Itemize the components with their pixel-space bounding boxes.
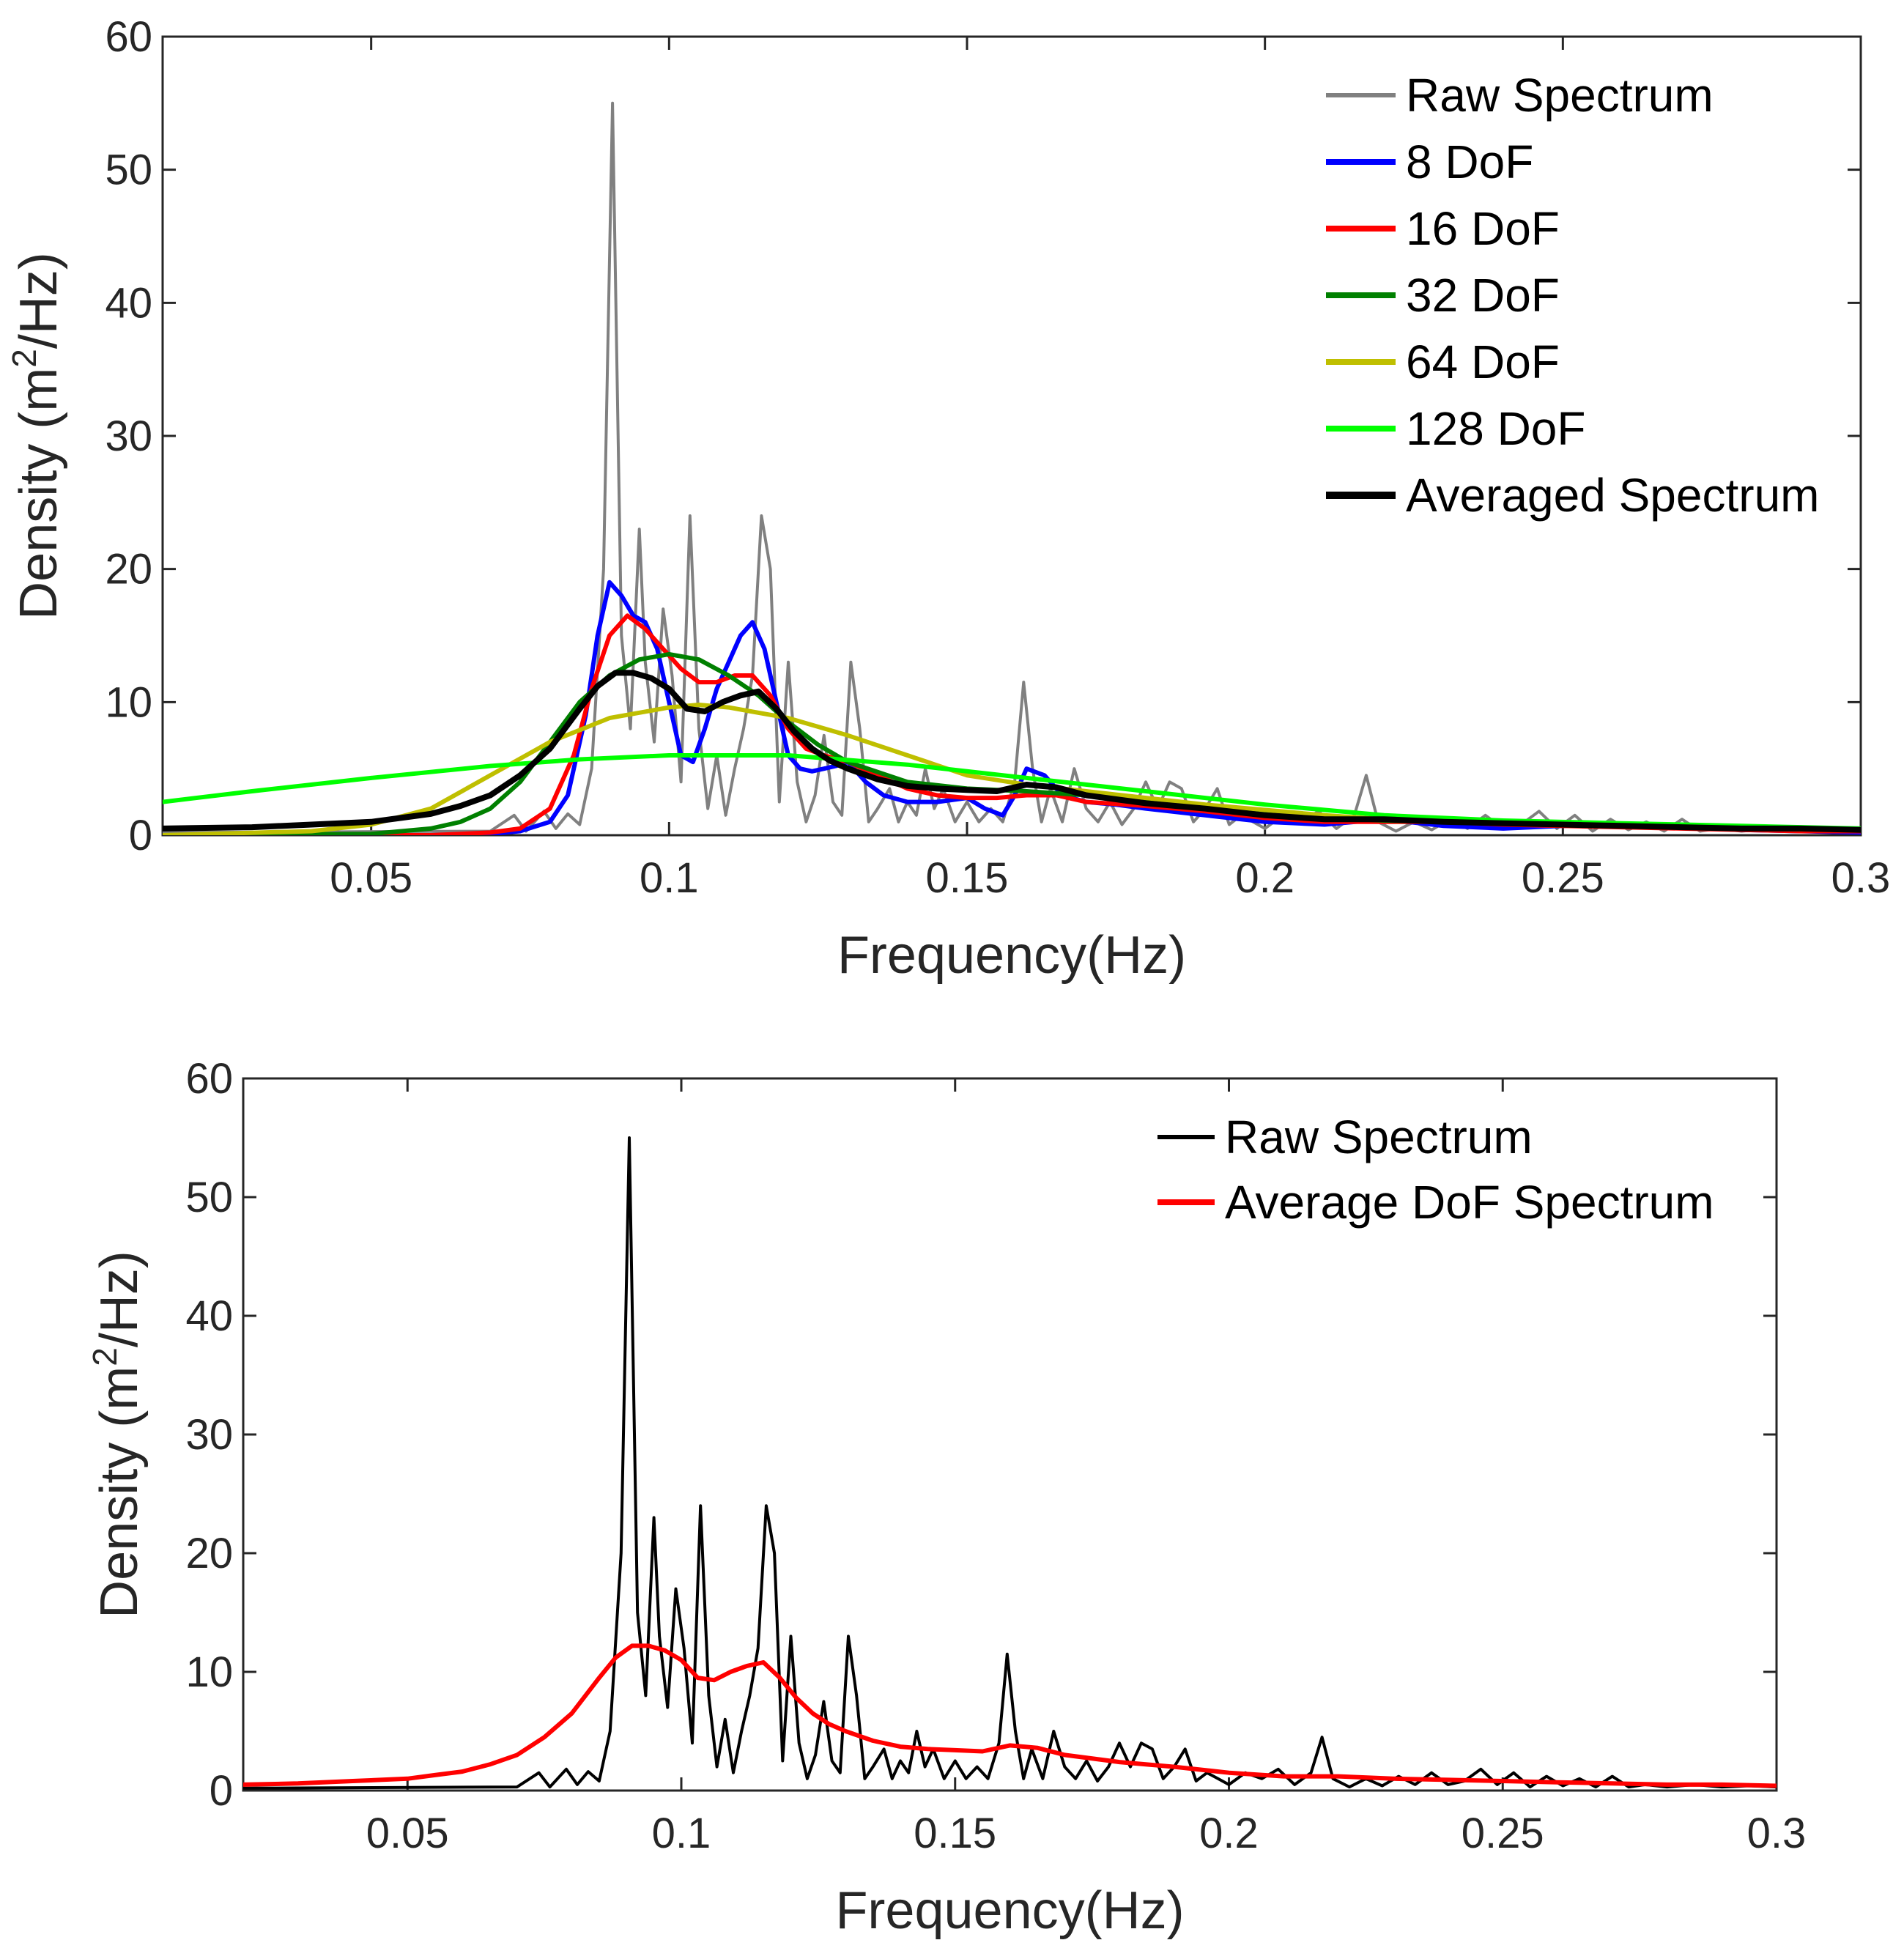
y-tick-label: 30	[185, 1411, 233, 1459]
x-tick-label: 0.1	[652, 1810, 711, 1857]
x-tick-label: 0.15	[914, 1810, 996, 1857]
series-line-average-dof-spectrum	[243, 1643, 1777, 1788]
series-line-averaged-spectrum	[163, 670, 1861, 833]
y-tick-label: 20	[185, 1530, 233, 1577]
y-tick-label: 50	[105, 147, 152, 194]
x-tick-label: 0.1	[640, 854, 699, 902]
y-tick-label: 40	[185, 1292, 233, 1340]
y-tick-label: 20	[105, 546, 152, 593]
legend-entry-label: Averaged Spectrum	[1406, 469, 1819, 522]
spectrum-comparison-chart: 0.05 0.1 0.15 0.2 0.25 0.3 0 10 20 30 40 50 60 Freque…	[5, 13, 1890, 985]
y-tick-label: 10	[105, 678, 152, 726]
y-tick-label: 10	[185, 1648, 233, 1696]
legend: Raw Spectrum 8 DoF 16 DoF 32 DoF 64 DoF 128 D…	[1326, 69, 1819, 522]
y-tick-label: 40	[105, 279, 152, 327]
x-tick-label: 0.2	[1199, 1810, 1259, 1857]
legend-entry-label: 8 DoF	[1406, 136, 1533, 188]
y-tick-label: 60	[185, 1055, 233, 1103]
x-tick-label: 0.2	[1235, 854, 1294, 902]
y-tick-label: 60	[105, 13, 152, 61]
legend: Raw Spectrum Average DoF Spectrum	[1157, 1111, 1714, 1229]
y-tick-label: 30	[105, 412, 152, 460]
y-axis-label: Density (m2/Hz)	[86, 1251, 149, 1618]
legend-entry-label: Average DoF Spectrum	[1225, 1176, 1714, 1229]
legend-entry-label: 32 DoF	[1406, 269, 1560, 322]
legend-entry-label: 16 DoF	[1406, 202, 1560, 255]
y-tick-label: 0	[129, 812, 152, 859]
y-axis-label: Density (m2/Hz)	[5, 252, 68, 620]
x-tick-label: 0.15	[926, 854, 1009, 902]
legend-entry-label: 128 DoF	[1406, 402, 1585, 455]
x-tick-label: 0.25	[1462, 1810, 1544, 1857]
raw-vs-average-chart: 0.05 0.1 0.15 0.2 0.25 0.3 0 10 20 30 40 50 60 Freque…	[86, 1055, 1806, 1940]
x-tick-label: 0.3	[1831, 854, 1891, 902]
x-tick-label: 0.25	[1522, 854, 1604, 902]
plot-area	[161, 35, 1862, 837]
x-tick-label: 0.05	[366, 1810, 449, 1857]
x-tick-label: 0.05	[330, 854, 412, 902]
legend-entry-label: Raw Spectrum	[1225, 1111, 1533, 1163]
series-line-raw-spectrum	[243, 1136, 1777, 1790]
x-axis-label: Frequency(Hz)	[835, 1881, 1184, 1940]
x-tick-label: 0.3	[1747, 1810, 1807, 1857]
legend-entry-label: Raw Spectrum	[1406, 69, 1714, 122]
x-axis-label: Frequency(Hz)	[837, 926, 1186, 985]
y-tick-label: 0	[210, 1767, 233, 1815]
legend-entry-label: 64 DoF	[1406, 336, 1560, 388]
y-tick-label: 50	[185, 1174, 233, 1221]
